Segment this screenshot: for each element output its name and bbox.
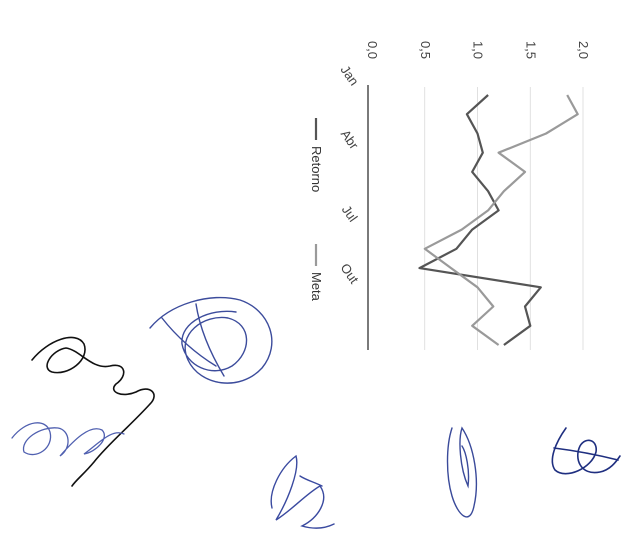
series-line-retorno — [418, 94, 542, 346]
y-tick-label: 1,5 — [523, 41, 538, 59]
x-tick-label: Abr — [338, 127, 362, 153]
signature-2 — [446, 426, 478, 518]
y-tick-labels: 0,0 0,5 1,0 1,5 2,0 — [365, 41, 591, 59]
y-tick-label: 1,0 — [471, 41, 486, 59]
signatures — [11, 296, 621, 529]
signature-4 — [31, 336, 155, 487]
series-lines — [418, 94, 579, 346]
legend-label-meta: Meta — [309, 272, 324, 302]
legend: Retorno Meta — [309, 118, 324, 302]
signature-1 — [551, 427, 621, 475]
signature-3 — [270, 454, 335, 529]
gridlines — [424, 87, 584, 350]
x-tick-label: Jan — [338, 63, 362, 89]
x-tick-label: Jul — [339, 202, 361, 224]
legend-label-retorno: Retorno — [309, 146, 324, 192]
signature-6 — [149, 296, 273, 384]
y-tick-label: 2,0 — [576, 41, 591, 59]
x-tick-labels: Jan Abr Jul Out — [338, 63, 363, 287]
y-tick-label: 0,0 — [365, 41, 380, 59]
x-tick-label: Out — [338, 261, 363, 287]
signature-5 — [11, 422, 125, 457]
series-line-meta — [423, 94, 579, 346]
y-tick-label: 0,5 — [418, 41, 433, 59]
